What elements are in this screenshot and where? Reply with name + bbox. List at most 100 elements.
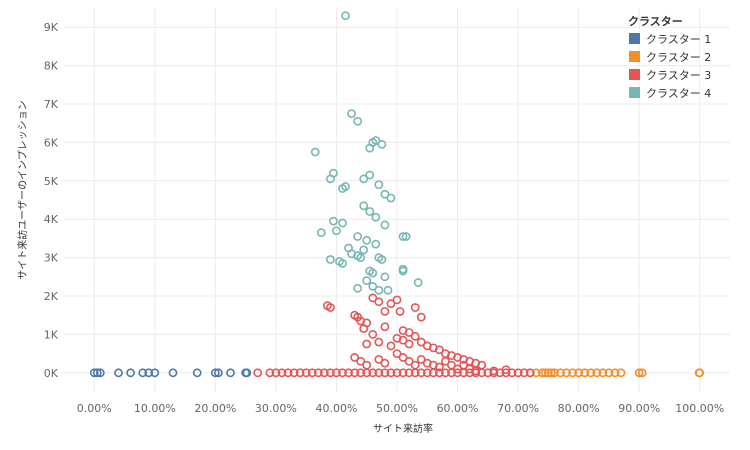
- data-point-cluster-1: [150, 368, 160, 378]
- data-point-cluster-2: [550, 368, 559, 378]
- data-point-cluster-3: [301, 368, 311, 378]
- data-point-cluster-4: [380, 272, 390, 282]
- y-tick-label: 0K: [44, 367, 59, 380]
- data-point-cluster-3: [325, 303, 335, 312]
- x-tick-label: 10.00%: [134, 402, 176, 415]
- legend-swatch: [629, 69, 640, 80]
- legend-items: クラスター 1 クラスター 2 クラスター 3 クラスター 4: [629, 33, 711, 100]
- data-point-cluster-3: [295, 368, 305, 378]
- data-point-cluster-3: [356, 356, 366, 366]
- y-axis-title: サイト来訪ユーザーのインプレッション: [16, 100, 29, 280]
- data-point-cluster-2: [580, 368, 590, 378]
- data-point-cluster-4: [353, 232, 363, 241]
- data-point-cluster-4: [362, 276, 372, 286]
- data-point-cluster-3: [453, 364, 462, 374]
- legend: クラスター クラスター 1 クラスター 2 クラスター 3 クラスター 4: [628, 15, 711, 100]
- y-tick-label: 6K: [44, 136, 59, 149]
- data-point-cluster-3: [398, 368, 408, 378]
- data-point-cluster-3: [501, 365, 511, 375]
- legend-swatch: [629, 51, 640, 62]
- data-point-cluster-3: [313, 368, 323, 378]
- data-point-cluster-3: [441, 356, 450, 366]
- data-point-cluster-3: [283, 368, 293, 378]
- x-tick-label: 40.00%: [315, 402, 357, 415]
- data-point-cluster-4: [401, 232, 411, 241]
- legend-swatch: [629, 87, 640, 98]
- data-point-cluster-2: [537, 368, 547, 378]
- data-point-cluster-3: [459, 360, 468, 370]
- data-point-cluster-1: [114, 368, 123, 378]
- data-point-cluster-3: [392, 295, 402, 305]
- data-point-cluster-1: [95, 368, 105, 378]
- data-point-cluster-2: [540, 368, 550, 378]
- data-point-cluster-1: [213, 368, 223, 378]
- data-point-cluster-4: [374, 285, 384, 295]
- data-point-cluster-4: [377, 139, 387, 149]
- data-point-cluster-4: [398, 266, 408, 276]
- legend-swatch: [629, 33, 640, 44]
- data-point-cluster-3: [386, 368, 396, 378]
- data-point-cluster-3: [350, 368, 360, 378]
- data-point-cluster-3: [344, 368, 353, 378]
- legend-label: クラスター 1: [646, 33, 711, 46]
- data-point-cluster-4: [310, 147, 320, 157]
- data-point-cluster-3: [404, 339, 414, 349]
- data-point-cluster-2: [531, 368, 541, 378]
- y-tick-label: 1K: [44, 328, 59, 341]
- data-point-cluster-3: [410, 360, 420, 370]
- data-point-cluster-2: [610, 368, 620, 378]
- data-point-cluster-4: [332, 226, 341, 236]
- data-point-cluster-3: [277, 368, 287, 378]
- legend-label: クラスター 3: [646, 69, 711, 82]
- data-point-cluster-3: [374, 337, 384, 347]
- data-point-cluster-3: [441, 368, 450, 378]
- x-tick-label: 20.00%: [194, 402, 236, 415]
- data-point-cluster-3: [398, 353, 408, 362]
- legend-label: クラスター 2: [646, 51, 711, 64]
- data-point-cluster-3: [350, 353, 360, 362]
- data-point-cluster-1: [192, 368, 202, 378]
- data-point-cluster-4: [325, 174, 335, 184]
- data-point-cluster-3: [362, 318, 372, 328]
- data-point-cluster-3: [410, 303, 420, 312]
- data-point-cluster-2: [695, 368, 705, 378]
- data-point-cluster-3: [416, 312, 426, 322]
- y-tick-label: 8K: [44, 60, 59, 73]
- data-point-cluster-3: [338, 368, 347, 378]
- data-point-cluster-3: [416, 354, 426, 364]
- data-point-cluster-2: [586, 368, 596, 378]
- data-point-cluster-1: [144, 368, 154, 378]
- data-point-cluster-1: [92, 368, 102, 378]
- data-point-cluster-3: [525, 368, 535, 378]
- data-point-cluster-3: [416, 337, 426, 347]
- data-point-cluster-4: [368, 268, 378, 278]
- data-point-cluster-3: [380, 358, 390, 368]
- data-point-cluster-3: [368, 368, 378, 378]
- data-point-cluster-3: [422, 368, 432, 378]
- data-point-cluster-4: [383, 285, 393, 295]
- data-point-cluster-4: [316, 228, 326, 238]
- data-point-cluster-3: [356, 368, 366, 378]
- data-point-cluster-3: [368, 293, 378, 303]
- data-point-cluster-3: [404, 328, 414, 337]
- data-point-cluster-4: [377, 255, 387, 264]
- x-tick-label: 90.00%: [618, 402, 660, 415]
- data-point-cluster-4: [353, 283, 363, 293]
- data-point-cluster-3: [519, 368, 529, 378]
- data-point-cluster-3: [374, 297, 384, 307]
- y-tick-label: 3K: [44, 252, 59, 265]
- data-point-cluster-3: [395, 306, 405, 316]
- data-point-cluster-3: [489, 366, 499, 376]
- data-point-cluster-2: [616, 368, 626, 378]
- data-point-cluster-3: [453, 368, 462, 378]
- data-point-cluster-4: [371, 239, 381, 249]
- x-tick-label: 100.00%: [675, 402, 724, 415]
- data-point-cluster-4: [368, 281, 378, 291]
- x-tick-label: 50.00%: [376, 402, 418, 415]
- x-tick-label: 70.00%: [497, 402, 539, 415]
- data-point-cluster-3: [380, 322, 390, 332]
- data-point-cluster-3: [434, 368, 444, 378]
- data-point-cluster-4: [362, 235, 372, 245]
- legend-label: クラスター 4: [646, 87, 711, 100]
